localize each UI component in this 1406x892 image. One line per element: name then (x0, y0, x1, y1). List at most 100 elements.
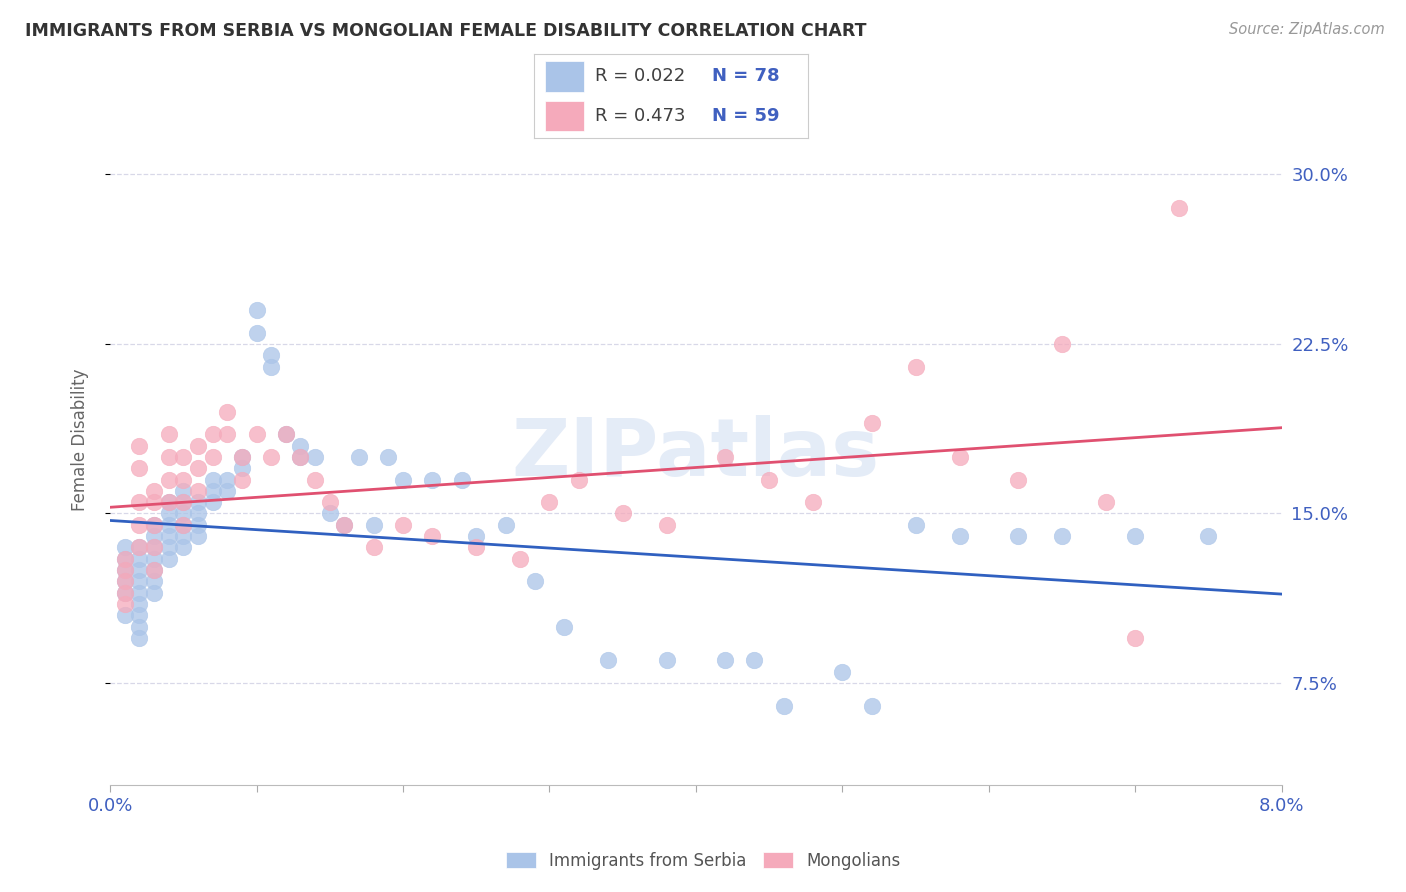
Point (157, 495, 180, 509)
Point (143, 529, 166, 543)
Point (290, 450, 312, 464)
Point (114, 551, 136, 566)
Point (114, 551, 136, 566)
Point (217, 427, 239, 442)
Point (772, 698, 794, 713)
Point (363, 541, 385, 555)
Point (1007, 473, 1029, 487)
Point (157, 551, 180, 566)
Point (290, 439, 312, 453)
Point (231, 473, 253, 487)
Point (201, 427, 224, 442)
Point (714, 450, 737, 464)
Point (114, 541, 136, 555)
Point (143, 517, 166, 532)
Point (553, 619, 575, 633)
Point (187, 439, 209, 453)
Point (114, 563, 136, 577)
Point (420, 529, 443, 543)
Point (392, 517, 415, 532)
Point (143, 495, 166, 509)
Point (465, 541, 488, 555)
Point (231, 461, 253, 475)
Point (1007, 529, 1029, 543)
Point (128, 439, 150, 453)
Point (948, 450, 970, 464)
Point (157, 529, 180, 543)
Point (904, 517, 927, 532)
Point (377, 450, 399, 464)
Point (187, 517, 209, 532)
Point (538, 495, 561, 509)
Point (128, 541, 150, 555)
Point (201, 495, 224, 509)
Point (172, 517, 194, 532)
Point (172, 473, 194, 487)
Point (245, 326, 267, 340)
Point (128, 563, 150, 577)
Point (172, 529, 194, 543)
Point (231, 450, 253, 464)
Point (1050, 529, 1073, 543)
Point (304, 473, 326, 487)
Point (128, 619, 150, 633)
Point (1123, 631, 1146, 645)
Point (744, 653, 766, 667)
Point (245, 427, 267, 442)
Point (172, 517, 194, 532)
Point (187, 507, 209, 521)
Point (157, 541, 180, 555)
Point (187, 483, 209, 498)
Point (217, 473, 239, 487)
Point (157, 450, 180, 464)
Point (1198, 529, 1220, 543)
Point (143, 551, 166, 566)
Point (758, 473, 780, 487)
Point (450, 473, 472, 487)
Text: N = 78: N = 78 (713, 68, 780, 86)
Point (201, 483, 224, 498)
Point (860, 416, 883, 430)
Point (143, 541, 166, 555)
Point (1123, 529, 1146, 543)
Point (143, 517, 166, 532)
Text: R = 0.022: R = 0.022 (595, 68, 685, 86)
Point (274, 427, 297, 442)
Point (509, 551, 531, 566)
Point (523, 574, 546, 589)
Point (157, 495, 180, 509)
Point (655, 517, 678, 532)
Point (128, 585, 150, 599)
Point (714, 653, 737, 667)
Point (347, 450, 370, 464)
Point (172, 495, 194, 509)
Point (172, 541, 194, 555)
Point (128, 495, 150, 509)
Point (319, 507, 342, 521)
Text: N = 59: N = 59 (713, 107, 780, 125)
Point (114, 585, 136, 599)
Point (143, 585, 166, 599)
Point (245, 303, 267, 318)
Point (333, 517, 356, 532)
Text: ZIPatlas: ZIPatlas (512, 415, 880, 492)
Point (260, 348, 283, 362)
Point (231, 450, 253, 464)
Point (157, 427, 180, 442)
Point (128, 517, 150, 532)
Legend: Immigrants from Serbia, Mongolians: Immigrants from Serbia, Mongolians (499, 846, 907, 877)
Bar (546, 62, 583, 92)
Point (904, 359, 927, 374)
Point (172, 450, 194, 464)
Point (128, 461, 150, 475)
Point (128, 551, 150, 566)
Point (319, 495, 342, 509)
Point (143, 541, 166, 555)
Point (363, 517, 385, 532)
Point (948, 529, 970, 543)
Point (1095, 495, 1118, 509)
Point (128, 574, 150, 589)
Point (114, 563, 136, 577)
Point (128, 608, 150, 623)
Point (114, 574, 136, 589)
